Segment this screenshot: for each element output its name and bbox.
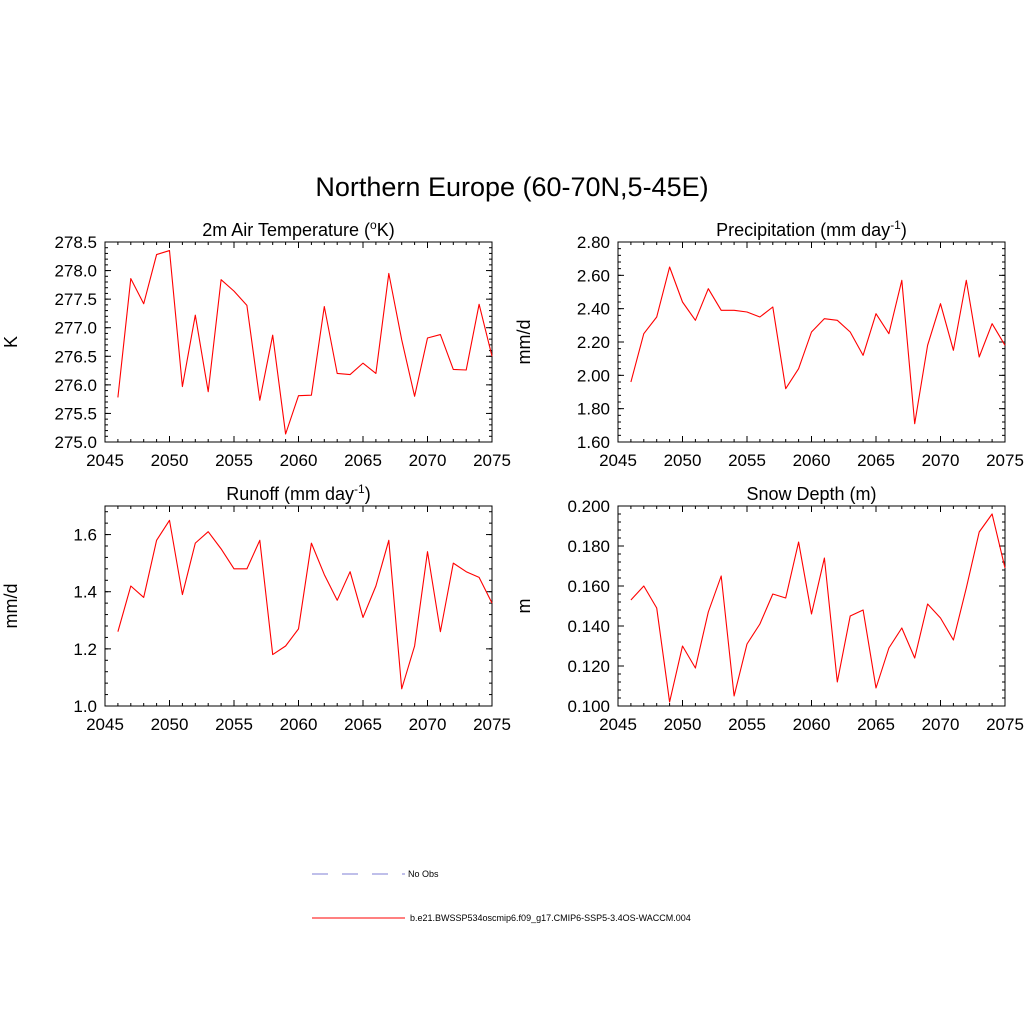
x-tick-label: 2055: [728, 715, 766, 734]
y-tick-label: 1.6: [73, 526, 97, 545]
y-tick-label: 276.5: [54, 347, 97, 366]
x-tick-label: 2045: [599, 715, 637, 734]
y-tick-label: 1.4: [73, 583, 97, 602]
plot-frame: [104, 241, 493, 443]
y-axis-label: K: [1, 336, 21, 348]
y-tick-label: 0.180: [567, 537, 610, 556]
legend-obs-label: No Obs: [408, 869, 439, 879]
y-tick-label: 1.60: [577, 433, 610, 452]
x-tick-label: 2070: [409, 451, 447, 470]
figure-title: Northern Europe (60-70N,5-45E): [315, 172, 708, 202]
y-tick-label: 278.5: [54, 233, 97, 252]
y-tick-label: 2.00: [577, 366, 610, 385]
y-tick-label: 2.40: [577, 300, 610, 319]
panel-title: Runoff (mm day-1): [226, 482, 370, 504]
x-tick-label: 2045: [86, 715, 124, 734]
panel-title-suffix: ): [901, 220, 907, 240]
y-tick-label: 2.80: [577, 233, 610, 252]
series-line: [117, 519, 493, 690]
x-tick-label: 2075: [986, 451, 1024, 470]
y-tick-label: 278.0: [54, 262, 97, 281]
y-axis-label: mm/d: [1, 584, 21, 629]
panel-2: Precipitation (mm day-1) mm/d 2045 2050 2055…: [514, 218, 1024, 470]
x-tick-label: 2045: [599, 451, 637, 470]
panel-4: Snow Depth (m) m 2045 2050 2055 2060 2065 2070 2…: [514, 484, 1024, 734]
x-tick-label: 2065: [344, 715, 382, 734]
x-tick-label: 2050: [664, 715, 702, 734]
x-tick-label: 2055: [215, 451, 253, 470]
panel-1: 2m Air Temperature (oK) K 2045 2050 2055 2060…: [1, 218, 511, 470]
y-tick-label: 2.20: [577, 333, 610, 352]
x-tick-label: 2060: [280, 451, 318, 470]
plot-frame: [617, 241, 1006, 443]
legend-model-label: b.e21.BWSSP534oscmip6.f09_g17.CMIP6-SSP5…: [410, 913, 691, 923]
x-tick-label: 2070: [409, 715, 447, 734]
y-tick-label: 0.140: [567, 617, 610, 636]
panel-3: Runoff (mm day-1) mm/d 2045 2050 2055 2060 206…: [1, 482, 511, 734]
panel-title: Snow Depth (m): [746, 484, 876, 504]
panel-title-superscript: o: [370, 218, 377, 232]
panel-title-suffix: ): [365, 484, 371, 504]
panel-title-superscript: -1: [354, 482, 365, 496]
panel-title-main: Snow Depth (m): [746, 484, 876, 504]
x-tick-label: 2070: [922, 451, 960, 470]
x-tick-label: 2050: [151, 451, 189, 470]
y-tick-label: 1.0: [73, 697, 97, 716]
legend: No Obs b.e21.BWSSP534oscmip6.f09_g17.CMI…: [312, 869, 691, 923]
y-axis-label: m: [514, 599, 534, 614]
panel-title-suffix: K): [377, 220, 395, 240]
x-tick-label: 2060: [793, 715, 831, 734]
plot-frame: [104, 505, 493, 707]
panel-title-main: 2m Air Temperature (: [202, 220, 370, 240]
x-tick-label: 2050: [664, 451, 702, 470]
y-tick-label: 2.60: [577, 266, 610, 285]
y-tick-label: 1.80: [577, 400, 610, 419]
y-tick-label: 1.2: [73, 640, 97, 659]
y-tick-label: 275.0: [54, 433, 97, 452]
y-axis-label: mm/d: [514, 320, 534, 365]
x-tick-label: 2065: [857, 715, 895, 734]
series-line: [630, 513, 1006, 703]
y-tick-label: 277.5: [54, 290, 97, 309]
y-tick-label: 275.5: [54, 404, 97, 423]
panel-title-superscript: -1: [890, 218, 901, 232]
x-tick-label: 2050: [151, 715, 189, 734]
x-tick-label: 2055: [215, 715, 253, 734]
series-line: [630, 266, 1006, 425]
panel-title: 2m Air Temperature (oK): [202, 218, 394, 240]
panels: 2m Air Temperature (oK) K 2045 2050 2055 2060…: [1, 218, 1024, 734]
panel-title-main: Runoff (mm day: [226, 484, 354, 504]
x-tick-label: 2075: [473, 451, 511, 470]
y-tick-label: 277.0: [54, 319, 97, 338]
y-tick-label: 0.100: [567, 697, 610, 716]
x-tick-label: 2070: [922, 715, 960, 734]
x-tick-label: 2045: [86, 451, 124, 470]
x-tick-label: 2075: [473, 715, 511, 734]
x-tick-label: 2065: [344, 451, 382, 470]
x-tick-label: 2055: [728, 451, 766, 470]
y-tick-label: 0.200: [567, 497, 610, 516]
x-tick-label: 2060: [793, 451, 831, 470]
y-tick-label: 0.120: [567, 657, 610, 676]
x-tick-label: 2065: [857, 451, 895, 470]
series-line: [117, 250, 493, 435]
panel-title: Precipitation (mm day-1): [716, 218, 907, 240]
x-tick-label: 2060: [280, 715, 318, 734]
y-tick-label: 276.0: [54, 376, 97, 395]
panel-title-main: Precipitation (mm day: [716, 220, 890, 240]
x-tick-label: 2075: [986, 715, 1024, 734]
y-tick-label: 0.160: [567, 577, 610, 596]
